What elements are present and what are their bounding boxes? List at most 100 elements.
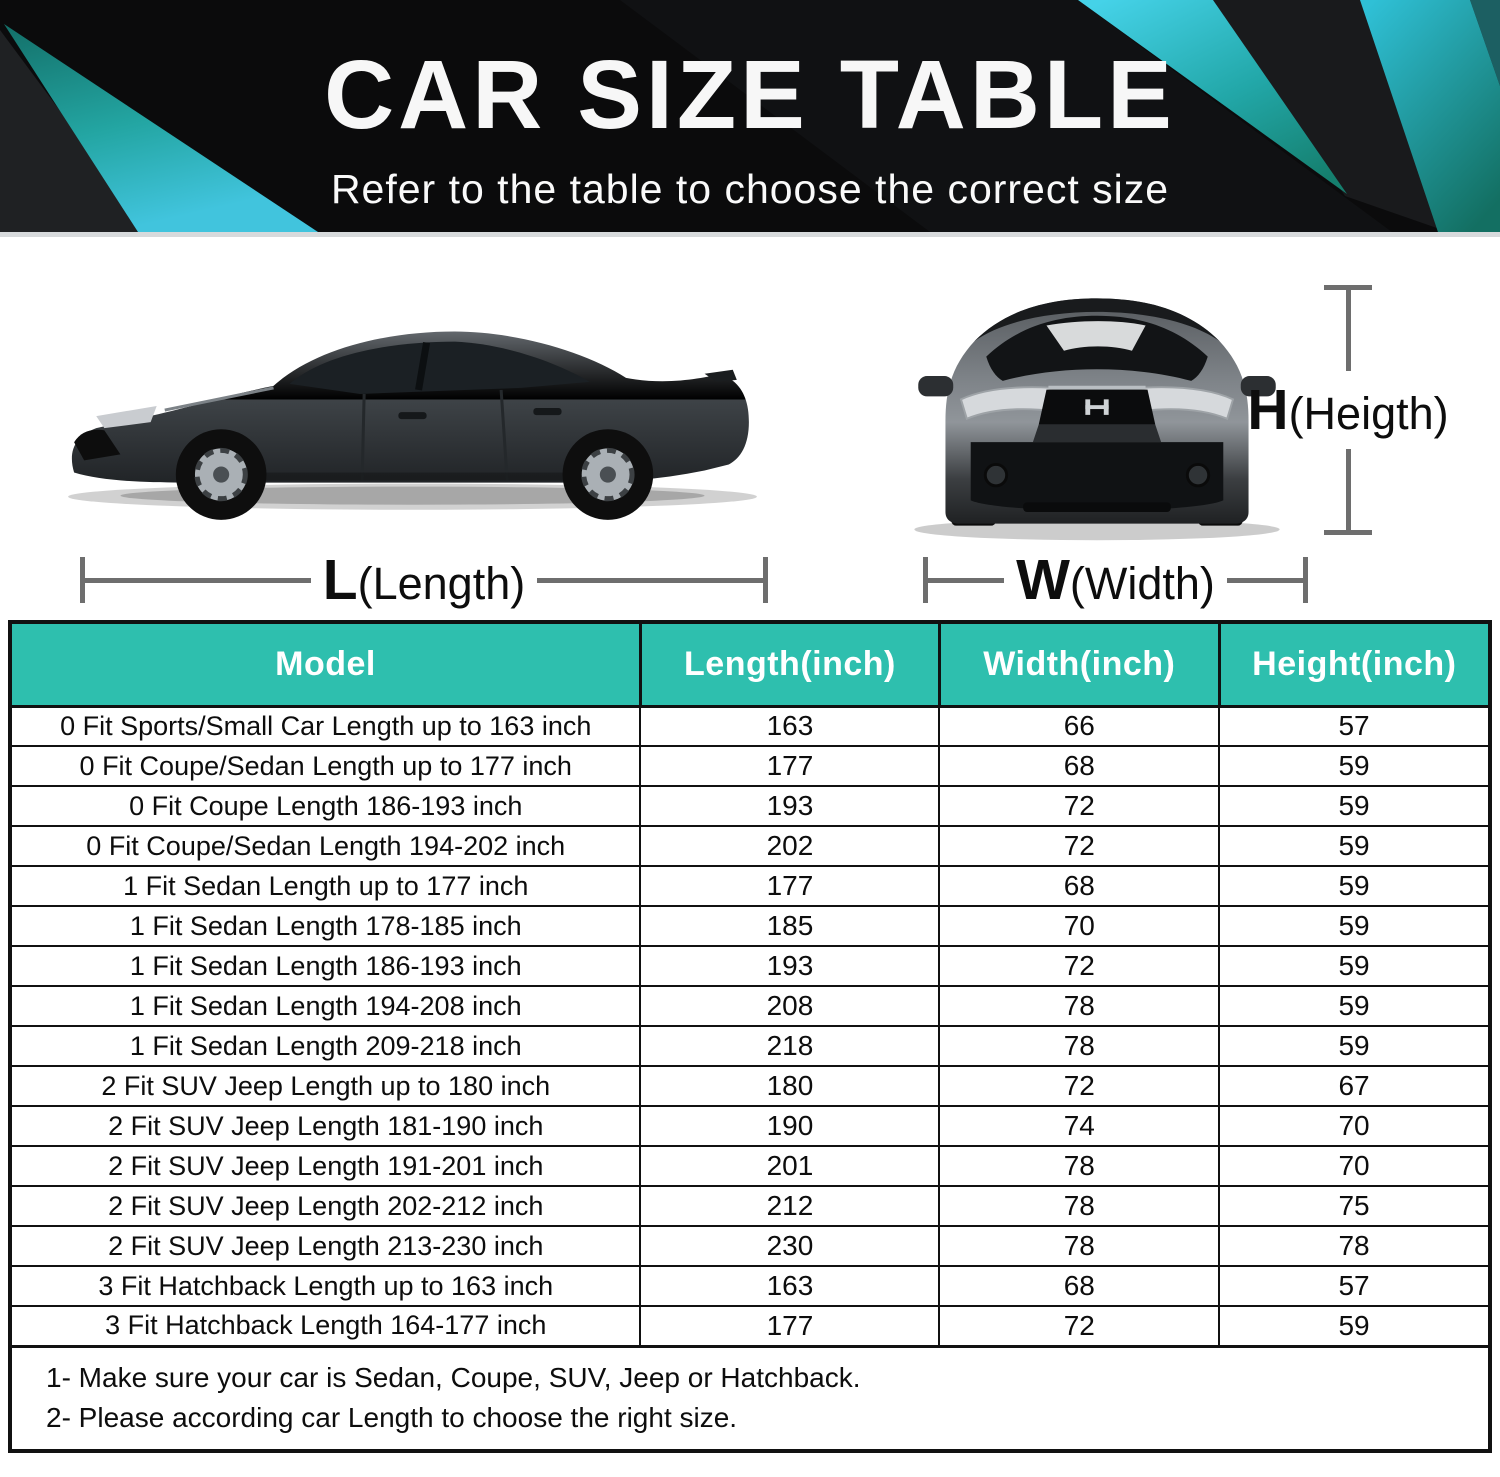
sedan-side-image bbox=[68, 331, 757, 520]
height-letter: H bbox=[1247, 378, 1289, 442]
height-cell: 59 bbox=[1218, 945, 1491, 987]
height-dimension: H (Heigth) bbox=[1247, 285, 1449, 535]
dimension-tick bbox=[1324, 530, 1372, 535]
banner-bottom-strip bbox=[0, 232, 1500, 237]
table-row: 2 Fit SUV Jeep Length 181-190 inch 190 7… bbox=[8, 1105, 1491, 1147]
dimension-line bbox=[928, 577, 1005, 583]
length-cell: 212 bbox=[639, 1185, 941, 1227]
page-title: CAR SIZE TABLE bbox=[324, 40, 1176, 149]
width-cell: 72 bbox=[938, 1065, 1221, 1107]
dimension-tick bbox=[1324, 285, 1372, 290]
header-banner: CAR SIZE TABLE Refer to the table to cho… bbox=[0, 0, 1500, 232]
model-cell: 2 Fit SUV Jeep Length up to 180 inch bbox=[8, 1065, 642, 1107]
height-cell: 59 bbox=[1218, 905, 1491, 947]
height-cell: 59 bbox=[1218, 745, 1491, 787]
width-cell: 78 bbox=[938, 1025, 1221, 1067]
notes-cell: 1- Make sure your car is Sedan, Coupe, S… bbox=[8, 1344, 1492, 1453]
dimension-line bbox=[537, 577, 763, 583]
model-cell: 2 Fit SUV Jeep Length 213-230 inch bbox=[8, 1225, 642, 1267]
dimension-tick bbox=[1303, 557, 1308, 603]
dimension-line bbox=[1226, 577, 1303, 583]
header-width: Width(inch) bbox=[937, 620, 1221, 708]
model-cell: 1 Fit Sedan Length 178-185 inch bbox=[8, 905, 642, 947]
length-cell: 163 bbox=[639, 705, 941, 747]
model-cell: 1 Fit Sedan Length up to 177 inch bbox=[8, 865, 642, 907]
car-front-image bbox=[914, 298, 1280, 541]
height-cell: 75 bbox=[1218, 1185, 1491, 1227]
table-row: 1 Fit Sedan Length 178-185 inch 185 70 5… bbox=[8, 905, 1491, 947]
table-row: 1 Fit Sedan Length 194-208 inch 208 78 5… bbox=[8, 985, 1491, 1027]
width-cell: 78 bbox=[938, 985, 1221, 1027]
table-row: 2 Fit SUV Jeep Length 213-230 inch 230 7… bbox=[8, 1225, 1491, 1267]
width-cell: 78 bbox=[938, 1225, 1221, 1267]
length-cell: 193 bbox=[639, 945, 941, 987]
table-row: 1 Fit Sedan Length up to 177 inch 177 68… bbox=[8, 865, 1491, 907]
length-cell: 177 bbox=[639, 745, 941, 787]
dimension-tick bbox=[80, 557, 85, 603]
height-cell: 67 bbox=[1218, 1065, 1491, 1107]
table-row: 0 Fit Coupe Length 186-193 inch 193 72 5… bbox=[8, 785, 1491, 827]
length-cell: 185 bbox=[639, 905, 941, 947]
table-row: 0 Fit Sports/Small Car Length up to 163 … bbox=[8, 705, 1491, 747]
width-cell: 68 bbox=[938, 865, 1221, 907]
dimension-tick bbox=[763, 557, 768, 603]
width-dimension-label: W (Width) bbox=[1004, 547, 1227, 613]
model-cell: 3 Fit Hatchback Length up to 163 inch bbox=[8, 1265, 642, 1307]
height-cell: 59 bbox=[1218, 1305, 1491, 1347]
height-word: (Heigth) bbox=[1288, 388, 1449, 439]
height-cell: 59 bbox=[1218, 785, 1491, 827]
length-cell: 177 bbox=[639, 1305, 941, 1347]
model-cell: 2 Fit SUV Jeep Length 202-212 inch bbox=[8, 1185, 642, 1227]
table-row: 2 Fit SUV Jeep Length 202-212 inch 212 7… bbox=[8, 1185, 1491, 1227]
notes-row: 1- Make sure your car is Sedan, Coupe, S… bbox=[8, 1344, 1492, 1453]
width-letter: W bbox=[1016, 548, 1070, 612]
height-cell: 57 bbox=[1218, 705, 1491, 747]
width-word: (Width) bbox=[1069, 558, 1215, 609]
dimension-line bbox=[1345, 449, 1351, 530]
header-model: Model bbox=[8, 620, 642, 708]
length-cell: 201 bbox=[639, 1145, 941, 1187]
length-cell: 202 bbox=[639, 825, 941, 867]
model-cell: 0 Fit Coupe Length 186-193 inch bbox=[8, 785, 642, 827]
width-cell: 72 bbox=[938, 825, 1221, 867]
length-cell: 180 bbox=[639, 1065, 941, 1107]
width-cell: 78 bbox=[938, 1185, 1221, 1227]
length-cell: 218 bbox=[639, 1025, 941, 1067]
dimension-tick bbox=[923, 557, 928, 603]
width-cell: 72 bbox=[938, 785, 1221, 827]
model-cell: 0 Fit Sports/Small Car Length up to 163 … bbox=[8, 705, 642, 747]
height-cell: 59 bbox=[1218, 825, 1491, 867]
length-letter: L bbox=[322, 548, 358, 612]
header-height: Height(inch) bbox=[1217, 620, 1492, 708]
dimension-line bbox=[1345, 290, 1351, 371]
height-cell: 70 bbox=[1218, 1105, 1491, 1147]
size-table: Model Length(inch) Width(inch) Height(in… bbox=[8, 620, 1492, 1453]
width-dimension: W (Width) bbox=[923, 547, 1308, 613]
dimension-line bbox=[85, 577, 311, 583]
header-length: Length(inch) bbox=[638, 620, 941, 708]
table-row: 3 Fit Hatchback Length up to 163 inch 16… bbox=[8, 1265, 1491, 1307]
width-cell: 74 bbox=[938, 1105, 1221, 1147]
size-table-section: Model Length(inch) Width(inch) Height(in… bbox=[8, 620, 1492, 1453]
table-row: 2 Fit SUV Jeep Length up to 180 inch 180… bbox=[8, 1065, 1491, 1107]
length-cell: 208 bbox=[639, 985, 941, 1027]
table-row: 0 Fit Coupe/Sedan Length 194-202 inch 20… bbox=[8, 825, 1491, 867]
car-dimension-diagram: L (Length) W (Width) H (Heigth) bbox=[0, 237, 1500, 620]
model-cell: 1 Fit Sedan Length 194-208 inch bbox=[8, 985, 642, 1027]
table-row: 0 Fit Coupe/Sedan Length up to 177 inch … bbox=[8, 745, 1491, 787]
banner-decoration bbox=[0, 0, 1500, 232]
height-cell: 70 bbox=[1218, 1145, 1491, 1187]
model-cell: 2 Fit SUV Jeep Length 191-201 inch bbox=[8, 1145, 642, 1187]
width-cell: 72 bbox=[938, 945, 1221, 987]
model-cell: 0 Fit Coupe/Sedan Length 194-202 inch bbox=[8, 825, 642, 867]
model-cell: 1 Fit Sedan Length 209-218 inch bbox=[8, 1025, 642, 1067]
width-cell: 72 bbox=[938, 1305, 1221, 1347]
model-cell: 2 Fit SUV Jeep Length 181-190 inch bbox=[8, 1105, 642, 1147]
page-subtitle: Refer to the table to choose the correct… bbox=[330, 166, 1170, 212]
table-row: 3 Fit Hatchback Length 164-177 inch 177 … bbox=[8, 1305, 1491, 1347]
width-cell: 66 bbox=[938, 705, 1221, 747]
length-word: (Length) bbox=[357, 558, 526, 609]
length-cell: 163 bbox=[639, 1265, 941, 1307]
table-row: 1 Fit Sedan Length 209-218 inch 218 78 5… bbox=[8, 1025, 1491, 1067]
